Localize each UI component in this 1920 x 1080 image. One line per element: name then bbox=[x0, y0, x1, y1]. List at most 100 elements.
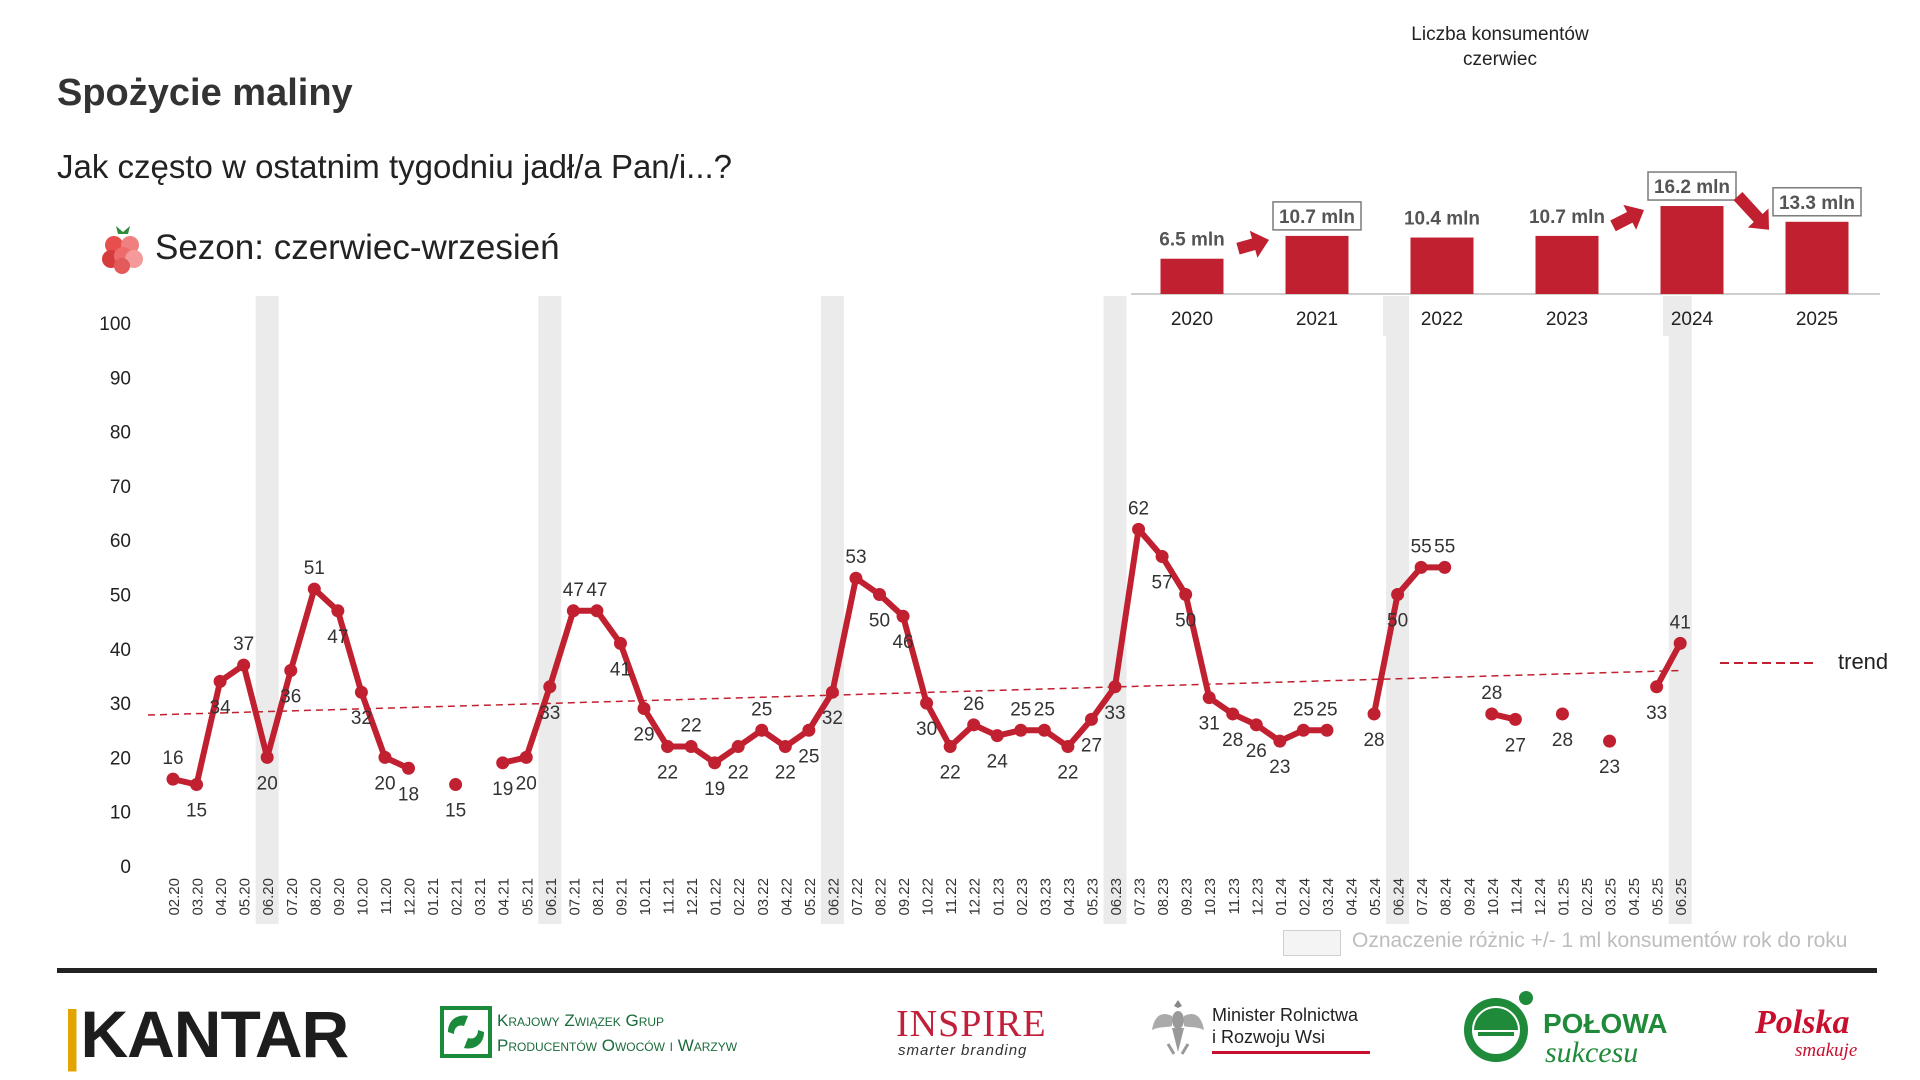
data-point-12-22 bbox=[967, 718, 981, 732]
kzgp-logo-text: Krajowy Związek Grup Producentów Owoców … bbox=[497, 1008, 737, 1058]
bar-category-label: 2022 bbox=[1421, 309, 1463, 330]
y-tick-label: 80 bbox=[110, 423, 131, 444]
data-label: 15 bbox=[186, 801, 207, 822]
inspire-tagline: smarter branding bbox=[898, 1042, 1028, 1059]
data-point-09-20 bbox=[331, 604, 345, 618]
bar-value-label: 16.2 mln bbox=[1654, 177, 1730, 198]
data-point-06-21 bbox=[543, 680, 557, 694]
red-arrow-icon bbox=[1610, 204, 1644, 232]
june-band-06-25 bbox=[1668, 296, 1692, 924]
x-tick-label: 10.22 bbox=[920, 878, 937, 916]
x-tick-label: 03.22 bbox=[755, 878, 772, 916]
x-tick-label: 02.21 bbox=[449, 878, 466, 916]
minister-underline bbox=[1212, 1051, 1370, 1054]
data-label: 55 bbox=[1434, 536, 1455, 557]
data-point-01-25 bbox=[1555, 707, 1569, 721]
x-tick-label: 04.20 bbox=[213, 878, 230, 916]
data-label: 32 bbox=[822, 708, 843, 729]
data-point-03-24 bbox=[1320, 723, 1334, 737]
data-point-10-21 bbox=[637, 702, 651, 716]
data-label: 19 bbox=[704, 779, 725, 800]
data-point-03-23 bbox=[1037, 723, 1051, 737]
x-tick-label: 11.20 bbox=[378, 878, 395, 914]
data-label: 22 bbox=[940, 763, 961, 784]
data-point-09-23 bbox=[1179, 588, 1193, 601]
data-label: 22 bbox=[775, 763, 796, 784]
data-label: 50 bbox=[869, 611, 890, 632]
x-tick-label: 02.25 bbox=[1579, 878, 1596, 916]
polowa-logo-line1: POŁOWA bbox=[1543, 1008, 1668, 1039]
x-tick-label: 07.20 bbox=[284, 878, 301, 916]
difference-note: Oznaczenie różnic +/- 1 ml konsumentów r… bbox=[1352, 929, 1848, 952]
trend-legend-swatch bbox=[1720, 662, 1814, 664]
data-label: 20 bbox=[374, 773, 395, 794]
inset-band-2024 bbox=[1663, 296, 1686, 336]
data-label: 28 bbox=[1222, 730, 1243, 751]
data-point-04-23 bbox=[1061, 740, 1075, 754]
data-point-08-24 bbox=[1438, 560, 1452, 574]
x-tick-label: 01.24 bbox=[1273, 878, 1290, 916]
bar-2024 bbox=[1660, 206, 1724, 294]
bar-label-box bbox=[1272, 201, 1362, 231]
data-point-08-21 bbox=[590, 604, 604, 618]
y-tick-label: 0 bbox=[120, 857, 131, 878]
data-label: 31 bbox=[1199, 714, 1220, 735]
x-tick-label: 06.24 bbox=[1391, 878, 1408, 916]
data-point-09-21 bbox=[613, 636, 627, 650]
data-label: 46 bbox=[892, 632, 913, 653]
x-tick-label: 03.20 bbox=[190, 878, 207, 916]
x-tick-label: 07.22 bbox=[849, 878, 866, 916]
x-tick-label: 02.22 bbox=[731, 878, 748, 916]
june-band-06-22 bbox=[820, 296, 844, 924]
x-tick-label: 08.21 bbox=[590, 878, 607, 916]
data-label: 30 bbox=[916, 719, 937, 740]
data-point-09-22 bbox=[896, 609, 910, 623]
x-tick-label: 08.20 bbox=[307, 878, 324, 916]
x-tick-label: 01.22 bbox=[708, 878, 725, 916]
data-label: 23 bbox=[1269, 757, 1290, 778]
kzgp-line1: Krajowy Związek Grup bbox=[497, 1011, 665, 1030]
data-label: 25 bbox=[751, 699, 772, 720]
x-tick-label: 10.21 bbox=[637, 878, 654, 916]
x-tick-label: 12.20 bbox=[402, 878, 419, 916]
x-tick-label: 04.23 bbox=[1061, 878, 1078, 916]
x-tick-label: 07.21 bbox=[566, 878, 583, 916]
data-point-05-23 bbox=[1084, 712, 1098, 726]
data-point-03-25 bbox=[1603, 734, 1617, 748]
data-point-11-24 bbox=[1508, 712, 1522, 726]
data-point-04-20 bbox=[213, 674, 227, 688]
data-point-12-23 bbox=[1249, 718, 1263, 732]
x-tick-label: 11.23 bbox=[1226, 878, 1243, 914]
data-label: 22 bbox=[1057, 763, 1078, 784]
data-label: 28 bbox=[1552, 730, 1573, 751]
season-label: Sezon: czerwiec-wrzesień bbox=[155, 228, 560, 267]
bar-2023 bbox=[1535, 235, 1599, 294]
data-point-10-20 bbox=[354, 685, 368, 699]
data-label: 25 bbox=[1316, 699, 1337, 720]
x-tick-label: 09.24 bbox=[1461, 878, 1478, 916]
data-label: 50 bbox=[1175, 611, 1196, 632]
data-label: 20 bbox=[257, 773, 278, 794]
inset-bars bbox=[1160, 206, 1849, 294]
x-tick-label: 01.21 bbox=[425, 878, 442, 916]
data-label: 19 bbox=[492, 779, 513, 800]
x-tick-label: 12.23 bbox=[1249, 878, 1266, 916]
data-label: 15 bbox=[445, 801, 466, 822]
data-point-07-24 bbox=[1414, 560, 1428, 574]
polowa-logo-line2: sukcesu bbox=[1545, 1036, 1639, 1069]
data-label: 47 bbox=[327, 627, 348, 648]
x-tick-label: 08.24 bbox=[1438, 878, 1455, 916]
y-tick-label: 70 bbox=[110, 477, 131, 498]
x-tick-label: 12.24 bbox=[1532, 878, 1549, 916]
data-point-11-22 bbox=[943, 740, 957, 754]
x-tick-label: 09.21 bbox=[613, 878, 630, 916]
data-label: 55 bbox=[1411, 536, 1432, 557]
data-label: 22 bbox=[681, 716, 702, 737]
data-point-02-21 bbox=[449, 778, 463, 792]
x-tick-label: 02.20 bbox=[166, 878, 183, 916]
x-tick-label: 03.21 bbox=[472, 878, 489, 916]
x-tick-label: 05.21 bbox=[519, 878, 536, 916]
trend-legend-label: trend bbox=[1838, 649, 1889, 674]
arrow-shape bbox=[1733, 191, 1769, 230]
